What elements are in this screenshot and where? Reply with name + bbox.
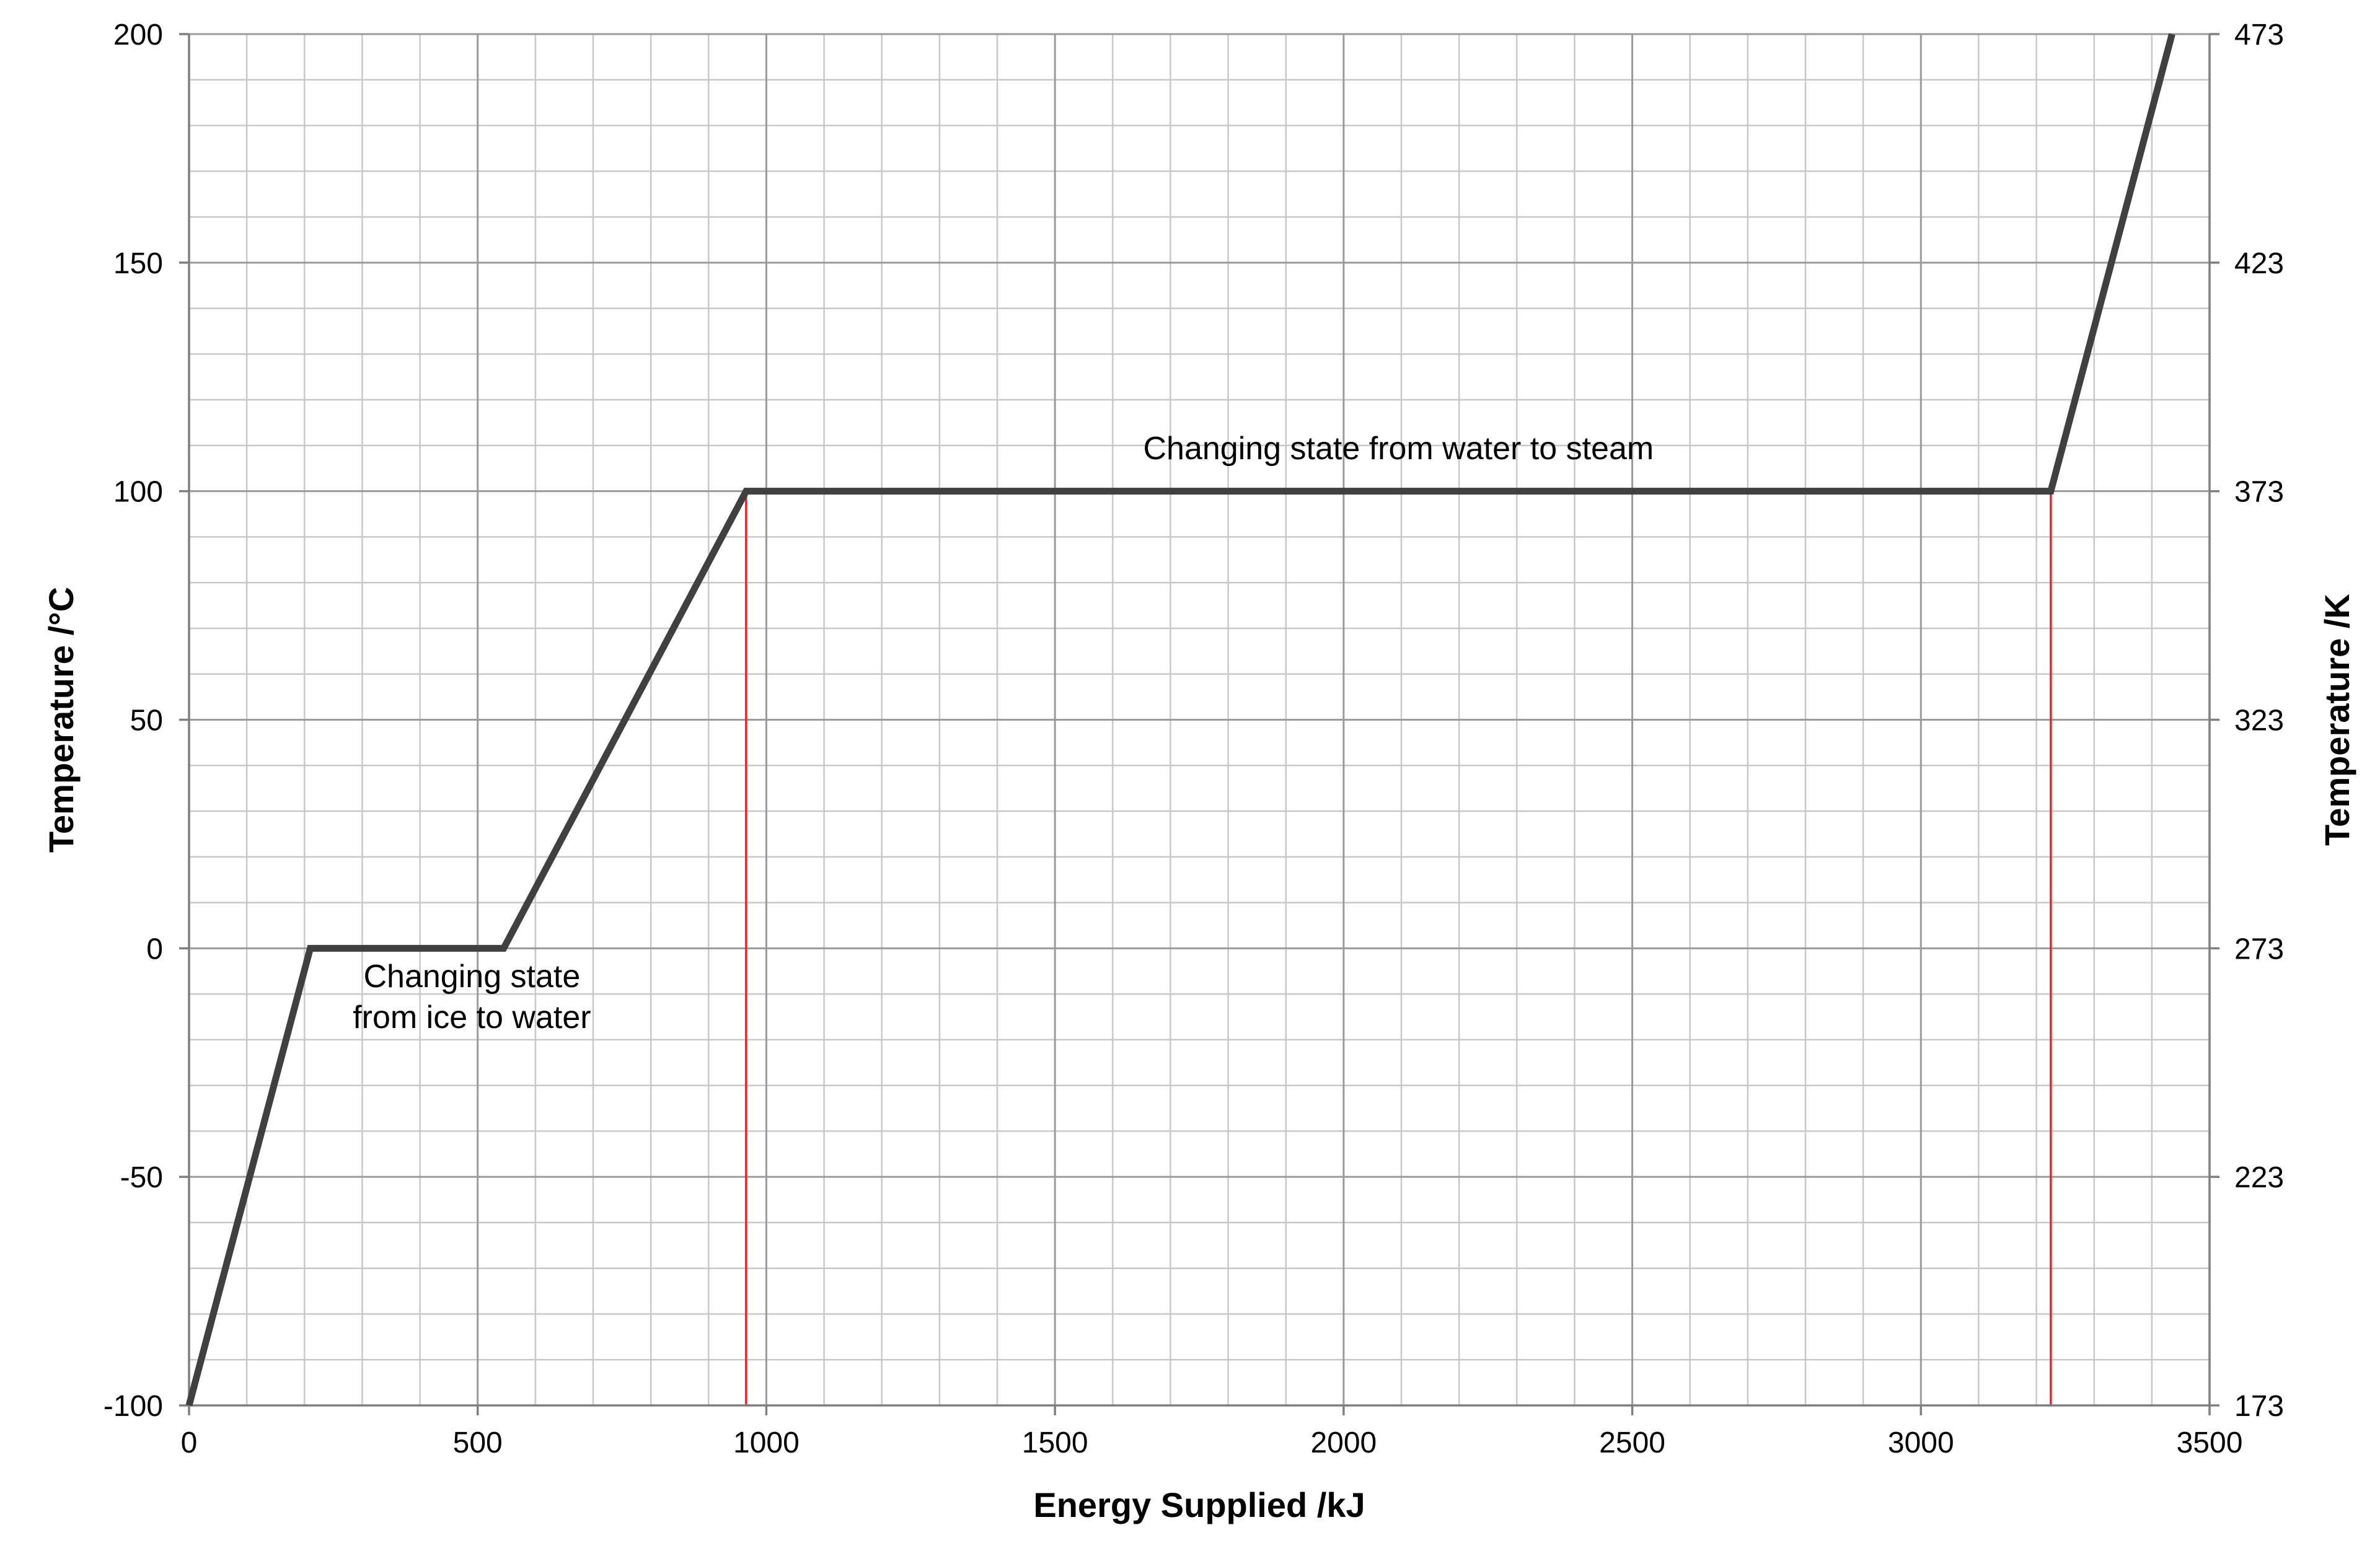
annotation-text: Changing state from water to steam xyxy=(1143,431,1654,467)
y2-tick-label: 473 xyxy=(2234,19,2284,51)
x-tick-label: 500 xyxy=(453,1426,503,1459)
annotations: Changing state from water to steam Changi… xyxy=(353,431,1654,1035)
y2-tick-label: 223 xyxy=(2234,1161,2284,1194)
y-tick-label: -50 xyxy=(120,1161,163,1194)
x-tick-label: 2500 xyxy=(1599,1426,1665,1459)
x-tick-label: 3000 xyxy=(1888,1426,1954,1459)
annotation-text: from ice to water xyxy=(353,1000,591,1035)
y-tick-label: 0 xyxy=(146,933,163,965)
x-tick-label: 0 xyxy=(181,1426,198,1459)
y2-tick-label: 423 xyxy=(2234,247,2284,280)
series-layer xyxy=(185,33,2175,1407)
x-axis-title: Energy Supplied /kJ xyxy=(1033,1485,1365,1524)
axes xyxy=(179,33,2219,1415)
x-tick-label: 1000 xyxy=(733,1426,800,1459)
y2-axis-title: Temperature /K xyxy=(2317,594,2356,846)
tick-labels: 0 500 1000 1500 2000 2500 3000 3500 -100 -50 0 50 10… xyxy=(104,19,2284,1459)
annotation-text: Changing state xyxy=(363,959,580,995)
y-tick-label: 150 xyxy=(113,247,163,280)
x-tick-label: 2000 xyxy=(1310,1426,1377,1459)
x-tick-label: 3500 xyxy=(2177,1426,2243,1459)
y-tick-label: -100 xyxy=(104,1390,163,1423)
y-tick-label: 100 xyxy=(113,476,163,509)
y2-tick-label: 373 xyxy=(2234,476,2284,509)
phase-boundary-markers xyxy=(745,491,2052,1405)
y-axis-title: Temperature /°C xyxy=(42,587,81,853)
y-tick-label: 50 xyxy=(130,705,163,737)
y2-tick-label: 173 xyxy=(2234,1390,2284,1423)
y2-tick-label: 323 xyxy=(2234,705,2284,737)
temperature-curve xyxy=(185,33,2175,1407)
y2-tick-label: 273 xyxy=(2234,933,2284,965)
x-tick-label: 1500 xyxy=(1022,1426,1088,1459)
y-tick-label: 200 xyxy=(113,19,163,51)
